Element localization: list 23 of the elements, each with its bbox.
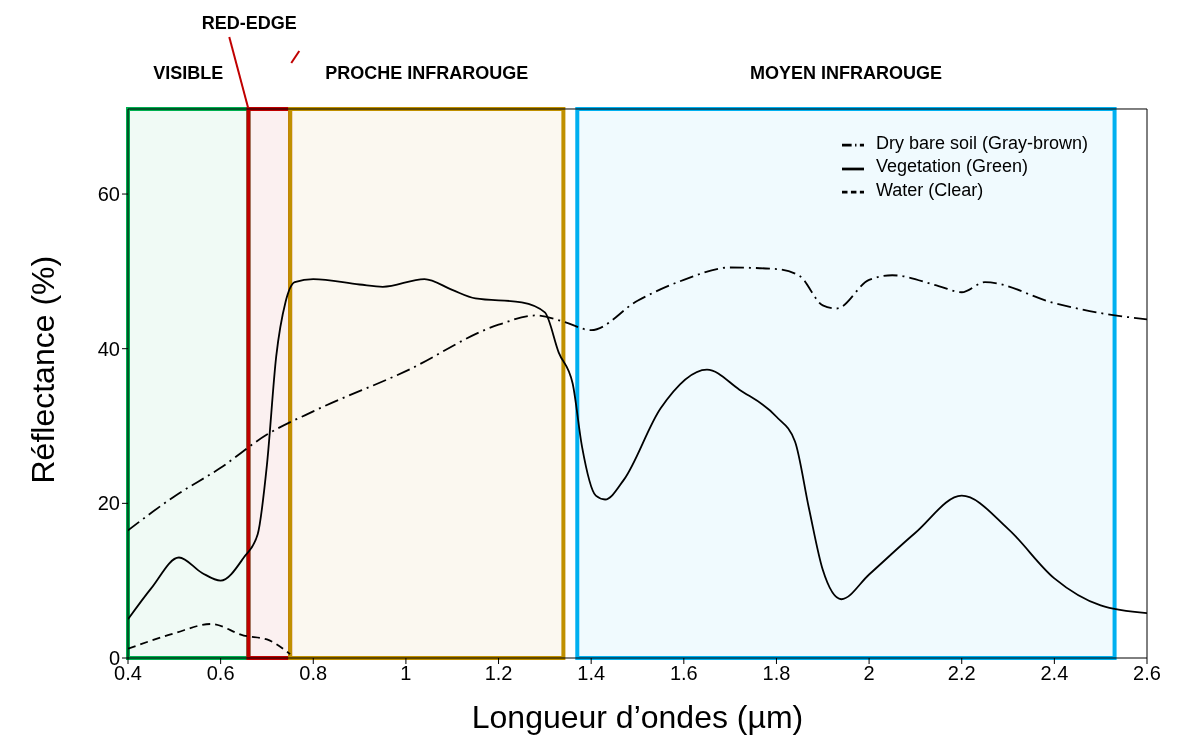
x-tick-label: 2.6 [1133,662,1161,685]
y-axis-title: Réflectance (%) [25,255,62,484]
band-label: MOYEN INFRAROUGE [749,62,942,83]
band-label: RED-EDGE [201,12,297,33]
x-tick-label: 2.2 [947,662,976,685]
x-tick-label: 1 [400,662,412,685]
legend-label: Dry bare soil (Gray-brown) [875,133,1088,153]
x-tick-label: 0.8 [299,662,328,685]
x-tick-label: 2 [863,662,875,685]
band-label: VISIBLE [153,62,224,83]
x-tick-label: 0.6 [206,662,235,685]
x-axis-title: Longueur d’ondes (µm) [471,699,804,735]
y-tick-label: 20 [97,492,120,515]
x-tick-label: 1.6 [669,662,698,685]
x-tick-label: 1.4 [577,662,606,685]
x-tick-label: 1.2 [484,662,513,685]
y-tick-label: 40 [97,337,120,360]
y-tick-label: 60 [97,183,120,206]
legend-label: Vegetation (Green) [875,156,1029,177]
band-label: PROCHE INFRAROUGE [325,62,529,83]
legend-label: Water (Clear) [875,179,984,200]
x-tick-label: 2.4 [1040,662,1069,685]
x-tick-label: 1.8 [762,662,791,685]
